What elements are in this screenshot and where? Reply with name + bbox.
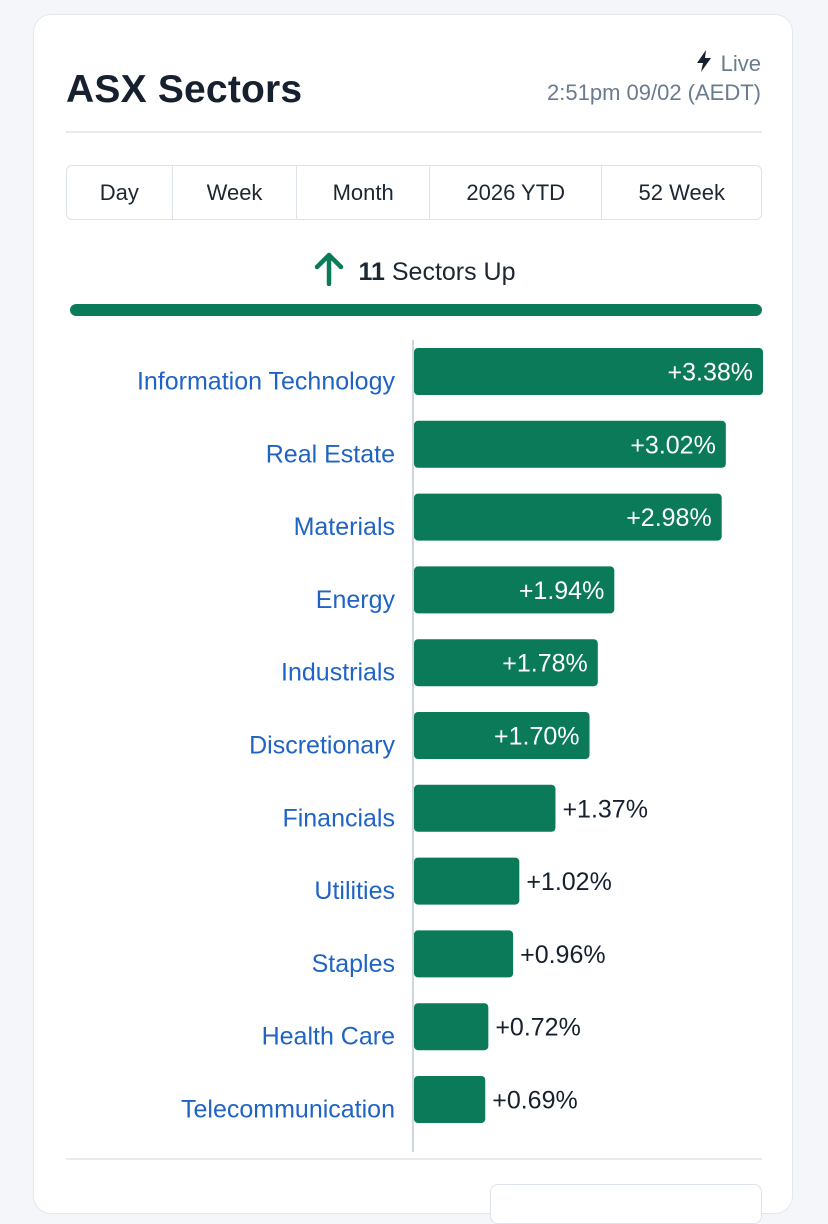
sectors-up-progress-fill [70, 304, 762, 316]
sector-label[interactable]: Information Technology [137, 368, 396, 396]
sector-label[interactable]: Materials [294, 513, 395, 541]
sector-label[interactable]: Telecommunication [181, 1096, 395, 1124]
sector-bar[interactable] [414, 712, 590, 759]
live-indicator: Live [695, 50, 761, 78]
sector-value-label: +2.98% [626, 504, 712, 532]
sector-bar[interactable] [414, 420, 726, 468]
sector-label[interactable]: Financials [282, 804, 395, 832]
sector-label[interactable]: Industrials [281, 659, 395, 687]
tab-2026-ytd[interactable]: 2026 YTD [430, 166, 603, 219]
sectors-up-count: 11 [358, 258, 385, 286]
sector-bar[interactable] [414, 566, 615, 614]
sector-value-label: +1.94% [519, 577, 605, 605]
page-title: ASX Sectors [66, 68, 303, 111]
sector-value-label: +3.02% [630, 431, 716, 459]
sector-bar[interactable] [414, 857, 520, 905]
divider [66, 131, 762, 133]
sector-label[interactable]: Health Care [262, 1023, 395, 1051]
lightning-icon [695, 50, 713, 78]
sector-bar[interactable] [414, 930, 514, 978]
sector-label[interactable]: Utilities [314, 877, 395, 905]
tab-52-week[interactable]: 52 Week [638, 179, 725, 205]
sector-value-label: +3.38% [668, 359, 754, 387]
sectors-up-text: Sectors Up [391, 258, 516, 286]
tab-month[interactable]: Month [297, 166, 430, 219]
more-button[interactable] [490, 1184, 762, 1224]
sectors-summary: 11 Sectors Up [0, 252, 828, 293]
sector-bar[interactable] [414, 1076, 486, 1123]
sector-bar[interactable] [414, 784, 556, 832]
live-label: Live [720, 51, 761, 76]
sector-bar[interactable] [414, 348, 763, 395]
sector-label[interactable]: Energy [316, 586, 396, 614]
timestamp: 2:51pm 09/02 (AEDT) [547, 80, 761, 105]
tab-day[interactable]: Day [67, 166, 173, 219]
sector-label[interactable]: Real Estate [266, 440, 395, 468]
sector-label[interactable]: Discretionary [249, 732, 395, 760]
sector-bar-chart: Information Technology +3.38% Real Estate +… [137, 340, 763, 1152]
tab-week[interactable]: Week [173, 166, 298, 219]
sector-value-label: +1.70% [494, 723, 580, 751]
sector-value-label: +0.72% [495, 1014, 581, 1042]
arrow-up-icon [312, 252, 346, 293]
sector-value-label: +0.96% [520, 941, 606, 969]
sector-value-label: +1.78% [502, 650, 588, 678]
sector-bar[interactable] [414, 493, 722, 541]
sector-value-label: +1.37% [562, 795, 648, 823]
sector-value-label: +1.02% [526, 868, 612, 896]
sector-value-label: +0.69% [492, 1087, 578, 1115]
sector-bar[interactable] [414, 639, 598, 687]
sector-label[interactable]: Staples [312, 950, 395, 978]
sector-bar[interactable] [414, 1003, 489, 1051]
divider [66, 1158, 762, 1160]
period-tabs: Day Week Month 2026 YTD 52 Week [66, 165, 762, 220]
sectors-up-progress-bar [70, 304, 762, 316]
